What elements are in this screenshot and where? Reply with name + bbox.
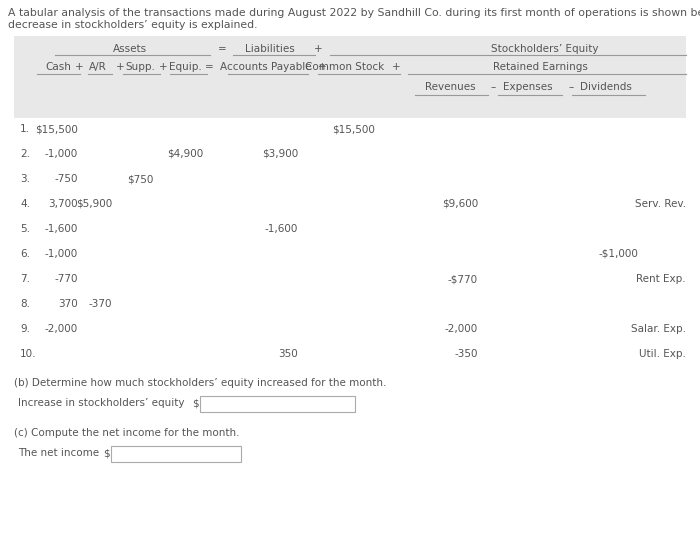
Text: 5.: 5.	[20, 224, 30, 234]
Text: $: $	[103, 448, 110, 458]
Text: 4.: 4.	[20, 199, 30, 209]
Text: -2,000: -2,000	[45, 324, 78, 334]
Text: $15,500: $15,500	[332, 124, 375, 134]
Text: Common Stock: Common Stock	[305, 62, 384, 72]
Text: 1.: 1.	[20, 124, 30, 134]
Text: 2.: 2.	[20, 149, 30, 159]
Text: (b) Determine how much stockholders’ equity increased for the month.: (b) Determine how much stockholders’ equ…	[14, 378, 386, 388]
Text: +: +	[159, 62, 167, 72]
Text: Equip.: Equip.	[169, 62, 202, 72]
Text: $: $	[192, 398, 199, 408]
Text: A tabular analysis of the transactions made during August 2022 by Sandhill Co. d: A tabular analysis of the transactions m…	[8, 8, 700, 18]
Text: 370: 370	[58, 299, 78, 309]
Text: $15,500: $15,500	[35, 124, 78, 134]
Text: 7.: 7.	[20, 274, 30, 284]
Text: =: =	[218, 44, 226, 54]
Text: 6.: 6.	[20, 249, 30, 259]
Text: Assets: Assets	[113, 44, 147, 54]
Text: The net income: The net income	[18, 448, 99, 458]
Text: $5,900: $5,900	[76, 199, 112, 209]
Text: $750: $750	[127, 174, 153, 184]
Text: Supp.: Supp.	[125, 62, 155, 72]
Text: Liabilities: Liabilities	[245, 44, 295, 54]
Text: Util. Exp.: Util. Exp.	[639, 349, 686, 359]
Text: Revenues: Revenues	[425, 82, 475, 92]
Text: A/R: A/R	[89, 62, 107, 72]
Text: Increase in stockholders’ equity: Increase in stockholders’ equity	[18, 398, 185, 408]
Text: -770: -770	[55, 274, 78, 284]
Text: -750: -750	[55, 174, 78, 184]
Text: -1,600: -1,600	[265, 224, 298, 234]
Text: -350: -350	[454, 349, 478, 359]
Text: decrease in stockholders’ equity is explained.: decrease in stockholders’ equity is expl…	[8, 20, 258, 30]
Text: -$1,000: -$1,000	[598, 249, 638, 259]
Text: -2,000: -2,000	[444, 324, 478, 334]
Text: +: +	[75, 62, 83, 72]
Text: $4,900: $4,900	[167, 149, 203, 159]
Text: -$770: -$770	[448, 274, 478, 284]
Text: 10.: 10.	[20, 349, 36, 359]
Text: –: –	[568, 82, 573, 92]
Text: $3,900: $3,900	[262, 149, 298, 159]
Text: 9.: 9.	[20, 324, 30, 334]
Text: 3,700: 3,700	[48, 199, 78, 209]
Text: $9,600: $9,600	[442, 199, 478, 209]
Text: Expenses: Expenses	[503, 82, 553, 92]
Text: (c) Compute the net income for the month.: (c) Compute the net income for the month…	[14, 428, 239, 438]
Text: =: =	[204, 62, 214, 72]
Text: +: +	[314, 44, 322, 54]
Text: -1,600: -1,600	[45, 224, 78, 234]
Text: +: +	[318, 62, 326, 72]
Text: Cash: Cash	[45, 62, 71, 72]
Bar	[200, 396, 355, 412]
Text: -370: -370	[88, 299, 112, 309]
Text: -1,000: -1,000	[45, 249, 78, 259]
Text: Rent Exp.: Rent Exp.	[636, 274, 686, 284]
Text: Dividends: Dividends	[580, 82, 632, 92]
Text: +: +	[392, 62, 400, 72]
Text: +: +	[116, 62, 125, 72]
Text: 3.: 3.	[20, 174, 30, 184]
Bar	[14, 36, 686, 118]
Text: –: –	[491, 82, 496, 92]
Text: 8.: 8.	[20, 299, 30, 309]
Text: 350: 350	[279, 349, 298, 359]
Text: Retained Earnings: Retained Earnings	[493, 62, 587, 72]
Text: Stockholders’ Equity: Stockholders’ Equity	[491, 44, 598, 54]
Text: Salar. Exp.: Salar. Exp.	[631, 324, 686, 334]
Bar	[111, 446, 241, 462]
Text: Serv. Rev.: Serv. Rev.	[635, 199, 686, 209]
Text: Accounts Payable: Accounts Payable	[220, 62, 312, 72]
Text: -1,000: -1,000	[45, 149, 78, 159]
